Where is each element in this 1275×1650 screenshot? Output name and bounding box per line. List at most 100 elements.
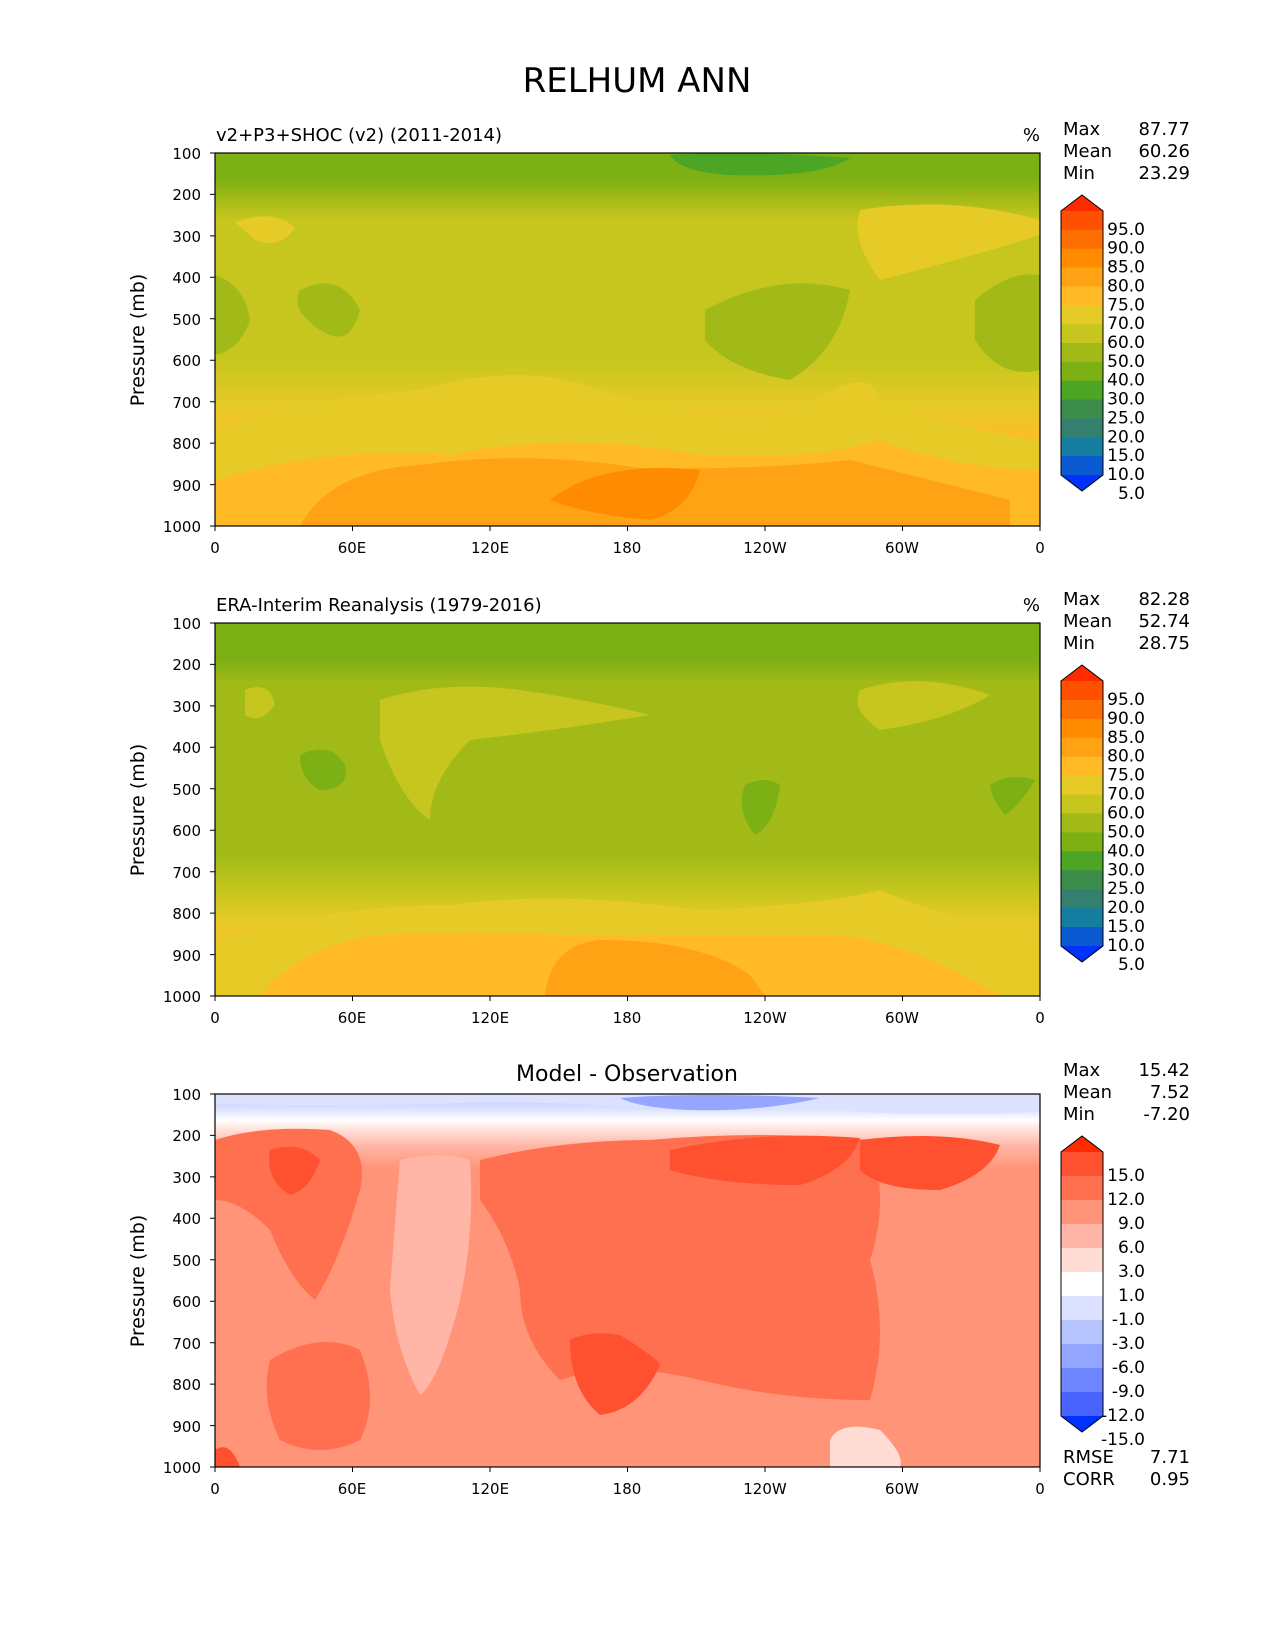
colorbar-swatch (1061, 324, 1103, 344)
panel-units: % (1023, 595, 1040, 616)
x-tick-label: 120W (743, 1480, 787, 1498)
stat-value: 7.52 (1150, 1082, 1190, 1103)
contour-upper-blue-band (215, 1094, 1040, 1115)
colorbar-extend-max (1061, 195, 1103, 211)
contour-upper-blue-core (620, 1095, 820, 1111)
colorbar-swatch (1061, 380, 1103, 401)
colorbar-swatch (1061, 343, 1103, 363)
colorbar-swatch (1061, 305, 1103, 325)
contour-40-pacific (741, 780, 780, 835)
colorbar-tick-label: 85.0 (1107, 728, 1145, 748)
panel-reference: ERA-Interim Reanalysis (1979-2016) % 100… (127, 589, 1190, 1027)
colorbar-swatch (1061, 437, 1103, 457)
y-tick-label: 100 (172, 1086, 201, 1104)
x-tick-label: 120W (743, 539, 787, 557)
colorbar-swatch (1061, 681, 1103, 701)
x-tick-label: 60W (885, 539, 919, 557)
contour-lowlevel-75 (545, 940, 765, 996)
contour-upper-moist-right (857, 681, 990, 730)
contour-diff-12-central (570, 1333, 660, 1415)
colorbar-tick-label: 40.0 (1107, 841, 1145, 861)
colorbar-swatch (1061, 211, 1103, 231)
y-tick-label: 100 (172, 615, 201, 633)
colorbar-tick-label: 30.0 (1107, 860, 1145, 880)
x-tick-label: 0 (1035, 539, 1045, 557)
colorbar-swatch (1061, 851, 1103, 871)
colorbar-outline (1060, 664, 1104, 963)
y-tick-label: 400 (172, 739, 201, 757)
stat-value: 15.42 (1138, 1060, 1190, 1081)
colorbar-tick-label: 10.0 (1107, 465, 1145, 485)
x-axis: 0 60E 120E 180 120W 60W 0 (210, 1480, 1045, 1498)
y-tick-label: 700 (172, 864, 201, 882)
colorbar-swatch (1061, 756, 1103, 777)
x-tick-label: 60E (338, 1480, 367, 1498)
y-axis: 100 200 300 400 500 600 700 800 900 1000 (163, 615, 201, 1006)
y-tick-label: 300 (172, 698, 201, 716)
contour-diff-surface-red (215, 1447, 240, 1467)
contour-midlevel-dry-west (215, 275, 250, 355)
y-tick-label: 600 (172, 1293, 201, 1311)
contour-diff-6-dateline (390, 1155, 472, 1395)
tick-marks (210, 622, 1041, 1001)
y-tick-label: 400 (172, 1210, 201, 1228)
colorbar-tick-label: 12.0 (1107, 1190, 1145, 1210)
colorbar-swatch (1061, 1248, 1103, 1273)
y-tick-label: 300 (172, 228, 201, 246)
stat-label: Mean (1063, 141, 1112, 162)
stats-block: Max 15.42 Mean 7.52 Min -7.20 (1063, 1060, 1190, 1125)
y-axis-label: Pressure (mb) (127, 274, 149, 407)
x-tick-label: 180 (613, 1480, 642, 1498)
contour-upper-moist-left (235, 216, 295, 244)
colorbar-swatch (1061, 1272, 1103, 1297)
colorbar-tick-label: -15.0 (1101, 1430, 1145, 1450)
colorbar-tick-label: 50.0 (1107, 822, 1145, 842)
colorbar-swatch (1061, 794, 1103, 814)
contour-diff-9-west (215, 1128, 362, 1300)
y-axis-label: Pressure (mb) (127, 744, 149, 877)
colorbar-tick-label: 6.0 (1118, 1238, 1145, 1258)
colorbar-tick-label: 5.0 (1118, 955, 1145, 975)
colorbar-swatch (1061, 456, 1103, 476)
y-tick-label: 200 (172, 186, 201, 204)
x-tick-label: 60E (338, 1009, 367, 1027)
colorbar-tick-label: 30.0 (1107, 390, 1145, 410)
colorbar-extend-min (1061, 946, 1103, 962)
colorbar-tick-label: 15.0 (1107, 917, 1145, 937)
y-tick-label: 800 (172, 905, 201, 923)
y-tick-label: 1000 (163, 1459, 201, 1477)
metric-value: 7.71 (1150, 1447, 1190, 1468)
contour-midlevel-dry-atlantic (975, 274, 1040, 372)
colorbar-tick-label: 50.0 (1107, 352, 1145, 372)
colorbar-swatch (1061, 248, 1103, 269)
contour-field (215, 153, 1040, 526)
colorbar-tick-label: -1.0 (1112, 1310, 1145, 1330)
colorbar-swatch (1061, 399, 1103, 419)
y-tick-label: 500 (172, 1252, 201, 1270)
panel-units: % (1023, 125, 1040, 146)
stat-label: Max (1063, 589, 1101, 610)
colorbar-swatch (1061, 889, 1103, 909)
colorbar-tick-label: 80.0 (1107, 276, 1145, 296)
y-tick-label: 400 (172, 269, 201, 287)
panel-difference: Model - Observation 100 200 300 400 500 … (127, 1060, 1190, 1498)
y-tick-label: 500 (172, 781, 201, 799)
contour-midlevel-dry-pacific (705, 283, 850, 380)
stat-label: Max (1063, 1060, 1101, 1081)
colorbar-swatch (1061, 361, 1103, 382)
colorbar-swatch (1061, 1224, 1103, 1249)
x-tick-label: 120E (471, 539, 509, 557)
colorbar-tick-label: 25.0 (1107, 408, 1145, 428)
colorbar-extend-max (1061, 665, 1103, 681)
contour-diff-9-lowlevel-west (266, 1342, 370, 1450)
colorbar-tick-label: 80.0 (1107, 747, 1145, 767)
colorbar-swatch (1061, 699, 1103, 720)
stat-label: Max (1063, 119, 1101, 140)
colorbar-outline (1060, 1135, 1104, 1433)
y-tick-label: 700 (172, 1335, 201, 1353)
colorbar-tick-label: 90.0 (1107, 239, 1145, 259)
tick-marks (210, 1093, 1041, 1472)
metric-value: 0.95 (1150, 1469, 1190, 1490)
colorbar-swatch (1061, 418, 1103, 438)
colorbar-swatch (1061, 1320, 1103, 1345)
